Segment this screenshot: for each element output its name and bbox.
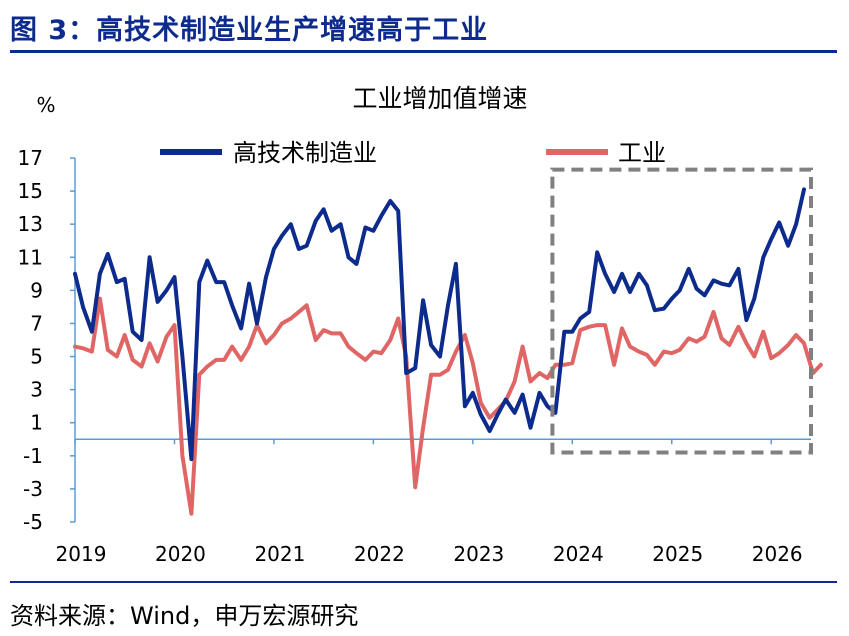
y-tick-label: 5 [30,345,43,369]
legend-label: 工业 [618,139,666,167]
y-tick-label: -1 [23,444,43,468]
y-tick-label: 1 [30,411,43,435]
title-divider [10,50,837,53]
legend: 高技术制造业 工业 [160,139,666,167]
y-tick-label: 7 [30,311,43,335]
y-tick-label: 3 [30,378,43,402]
x-tick-label: 2020 [155,542,206,566]
y-tick-label: 15 [18,179,43,203]
y-axis-unit: % [36,93,55,117]
series-layer [73,187,823,516]
figure-title: 图 3：高技术制造业生产增速高于工业 [10,15,489,46]
footer-divider [10,581,837,583]
y-tick-label: 17 [18,146,43,170]
y-tick-label: 9 [30,278,43,302]
y-tick-label: -5 [23,510,43,534]
x-tick-label: 2022 [354,542,405,566]
highlight-box [550,167,813,455]
x-tick-label: 2019 [56,542,107,566]
highlight-box-layer [550,167,813,455]
y-tick-label: 11 [18,245,43,269]
y-tick-label: 13 [18,212,43,236]
y-tick-label: -3 [23,477,43,501]
series-line-high-tech [73,187,806,462]
chart-title: 工业增加值增速 [352,84,527,113]
series-line-industry [73,296,823,516]
x-tick-label: 2023 [453,542,504,566]
legend-label: 高技术制造业 [233,139,377,167]
x-tick-label: 2026 [752,542,803,566]
x-tick-label: 2025 [652,542,703,566]
x-axis: 2019 2020 2021 2022 2023 2024 2025 2026 [56,438,811,566]
source-note: 资料来源：Wind，申万宏源研究 [10,602,359,630]
x-tick-label: 2024 [553,542,604,566]
x-tick-label: 2021 [254,542,305,566]
